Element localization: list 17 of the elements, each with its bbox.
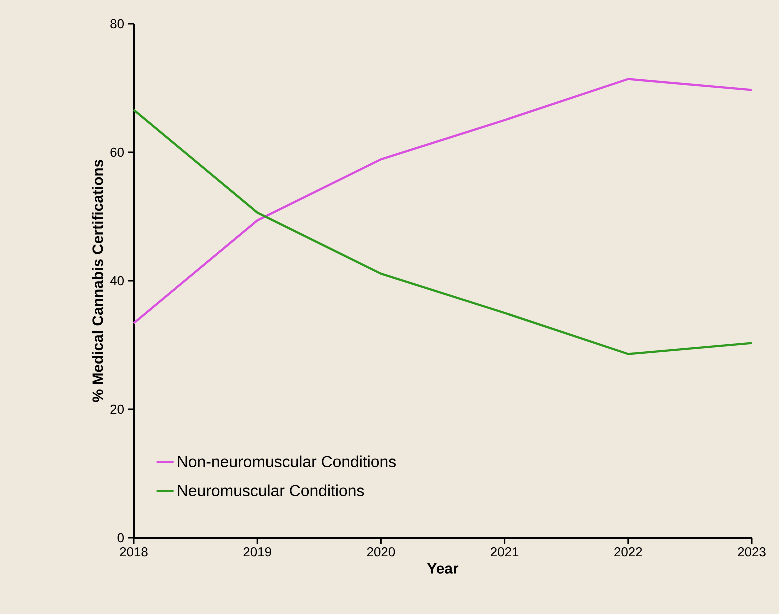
y-tick-label: 80 xyxy=(110,19,124,29)
x-tick-label: 2021 xyxy=(491,547,519,557)
y-tick-label: 20 xyxy=(110,404,124,414)
x-tick-label: 2019 xyxy=(244,547,272,557)
line-series xyxy=(132,109,754,356)
x-tick-label: 2020 xyxy=(367,547,396,557)
y-tick-label: 60 xyxy=(110,148,124,158)
x-tick-label: 2023 xyxy=(738,547,766,557)
legend-label: Neuromuscular Conditions xyxy=(178,484,364,496)
x-tick-label: 2018 xyxy=(120,547,148,557)
line-series xyxy=(132,78,754,324)
y-axis-title: % Medical Cannabis Certifications xyxy=(92,160,104,402)
x-tick-label: 2022 xyxy=(614,547,642,557)
legend-label: Non-neuromuscular Conditions xyxy=(178,456,396,468)
y-tick-label: 0 xyxy=(118,533,124,543)
x-axis-title: Year xyxy=(427,564,459,574)
y-tick-label: 40 xyxy=(110,276,124,286)
